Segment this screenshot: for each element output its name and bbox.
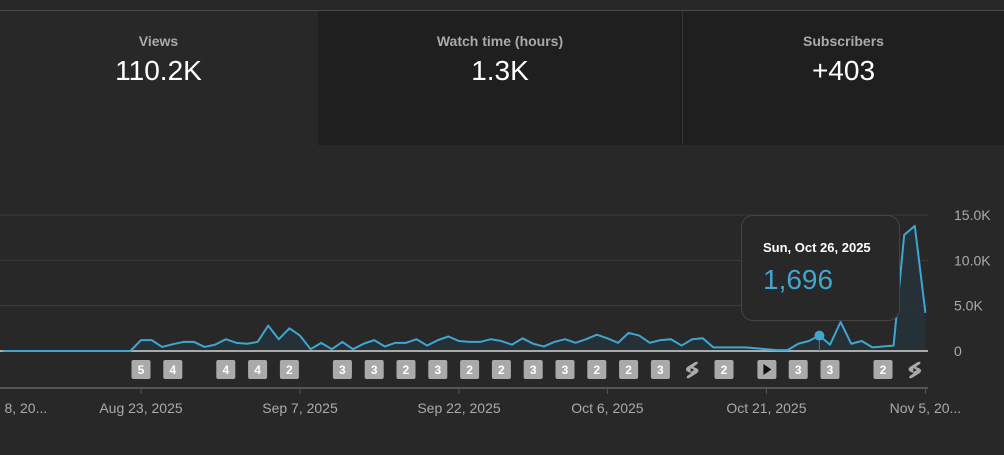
video-count-badge bbox=[650, 360, 670, 379]
metric-card-watch-time[interactable]: Watch time (hours) 1.3K bbox=[318, 11, 682, 145]
video-count-badge bbox=[216, 360, 236, 379]
video-count-badge bbox=[396, 360, 416, 379]
video-count-badge bbox=[619, 360, 639, 379]
badge-count: 3 bbox=[530, 363, 537, 377]
top-divider bbox=[0, 10, 1004, 11]
video-count-badge bbox=[332, 360, 352, 379]
badge-count: 2 bbox=[880, 363, 887, 377]
card-divider bbox=[682, 11, 683, 145]
badge-count: 2 bbox=[721, 363, 728, 377]
metric-value: 1.3K bbox=[471, 55, 529, 86]
badge-count: 2 bbox=[466, 363, 473, 377]
y-tick-label: 10.0K bbox=[954, 252, 991, 268]
video-count-badge bbox=[364, 360, 384, 379]
video-count-badge bbox=[714, 360, 734, 379]
tooltip-date: Sun, Oct 26, 2025 bbox=[763, 240, 871, 255]
metric-value: 110.2K bbox=[115, 55, 202, 86]
badge-count: 4 bbox=[169, 363, 176, 377]
badge-count: 3 bbox=[795, 363, 802, 377]
metric-card-views[interactable]: Views 110.2K bbox=[0, 11, 317, 145]
video-count-badge bbox=[873, 360, 893, 379]
play-triangle bbox=[763, 364, 772, 375]
x-tick-label: Aug 23, 2025 bbox=[99, 400, 183, 416]
badge-count: 3 bbox=[371, 363, 378, 377]
metric-value: +403 bbox=[811, 55, 876, 86]
video-count-badge bbox=[820, 360, 840, 379]
video-count-badge bbox=[460, 360, 480, 379]
badge-count: 2 bbox=[625, 363, 632, 377]
badge-count: 4 bbox=[222, 363, 229, 377]
video-count-badge bbox=[523, 360, 543, 379]
metric-card-subscribers[interactable]: Subscribers +403 bbox=[683, 11, 1004, 145]
video-count-badge bbox=[587, 360, 607, 379]
chart-tooltip: Sun, Oct 26, 2025 1,696 bbox=[741, 215, 900, 321]
x-tick-label: Sep 22, 2025 bbox=[417, 400, 501, 416]
metric-label: Subscribers bbox=[803, 33, 884, 49]
tooltip-value: 1,696 bbox=[763, 264, 834, 295]
shorts-icon bbox=[908, 361, 922, 379]
badge-count: 3 bbox=[339, 363, 346, 377]
badge-count: 2 bbox=[498, 363, 505, 377]
x-tick-label: Nov 5, 20... bbox=[890, 400, 962, 416]
badge-count: 3 bbox=[827, 363, 834, 377]
video-count-badge bbox=[279, 360, 299, 379]
badge-count: 4 bbox=[254, 363, 261, 377]
badge-count: 2 bbox=[403, 363, 410, 377]
badge-count: 3 bbox=[657, 363, 664, 377]
x-tick-label: Sep 7, 2025 bbox=[262, 400, 338, 416]
x-tick-label: g 8, 20... bbox=[0, 400, 47, 416]
video-count-badge bbox=[131, 360, 151, 379]
badge-count: 3 bbox=[562, 363, 569, 377]
badge-count: 5 bbox=[138, 363, 145, 377]
y-tick-label: 0 bbox=[954, 343, 962, 359]
y-tick-label: 5.0K bbox=[954, 298, 983, 314]
video-count-badge bbox=[428, 360, 448, 379]
video-count-badge bbox=[788, 360, 808, 379]
video-count-badge bbox=[163, 360, 183, 379]
video-count-badge bbox=[491, 360, 511, 379]
badge-count: 2 bbox=[286, 363, 293, 377]
badge-count: 3 bbox=[434, 363, 441, 377]
series-line bbox=[3, 224, 927, 352]
metric-label: Views bbox=[138, 33, 179, 49]
x-tick-label: Oct 21, 2025 bbox=[726, 400, 806, 416]
video-count-badge bbox=[555, 360, 575, 379]
badge-count: 2 bbox=[593, 363, 600, 377]
x-tick-label: Oct 6, 2025 bbox=[571, 400, 644, 416]
shorts-icon bbox=[685, 361, 699, 379]
hover-point bbox=[814, 330, 825, 341]
video-count-badge bbox=[248, 360, 268, 379]
metric-label: Watch time (hours) bbox=[436, 33, 564, 49]
y-tick-label: 15.0K bbox=[954, 207, 991, 223]
